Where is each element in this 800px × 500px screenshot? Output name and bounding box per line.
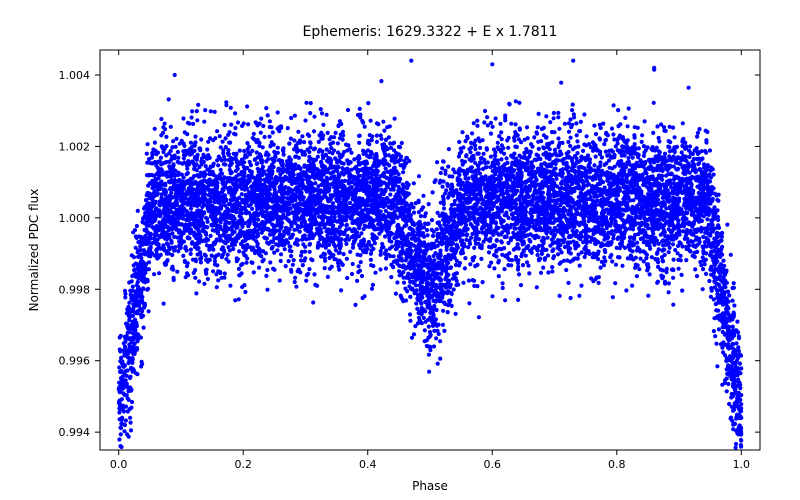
y-tick-label: 1.004 bbox=[59, 69, 91, 82]
x-tick-label: 0.8 bbox=[608, 458, 626, 471]
chart-title: Ephemeris: 1629.3322 + E x 1.7811 bbox=[303, 24, 558, 40]
x-tick-label: 0.2 bbox=[234, 458, 252, 471]
y-axis-label: Normalized PDC flux bbox=[27, 189, 41, 312]
chart-svg: Ephemeris: 1629.3322 + E x 1.7811 Phase … bbox=[0, 0, 800, 500]
x-axis-label: Phase bbox=[412, 479, 448, 493]
y-tick-label: 0.998 bbox=[59, 283, 91, 296]
x-tick-label: 0.0 bbox=[110, 458, 128, 471]
x-tick-label: 0.6 bbox=[484, 458, 502, 471]
x-tick-label: 1.0 bbox=[733, 458, 751, 471]
y-tick-label: 1.002 bbox=[59, 140, 91, 153]
x-tick-label: 0.4 bbox=[359, 458, 377, 471]
y-tick-label: 1.000 bbox=[59, 212, 91, 225]
scatter-points bbox=[117, 59, 744, 450]
chart-container: Ephemeris: 1629.3322 + E x 1.7811 Phase … bbox=[0, 0, 800, 500]
y-tick-label: 0.996 bbox=[59, 355, 91, 368]
y-tick-label: 0.994 bbox=[59, 426, 91, 439]
